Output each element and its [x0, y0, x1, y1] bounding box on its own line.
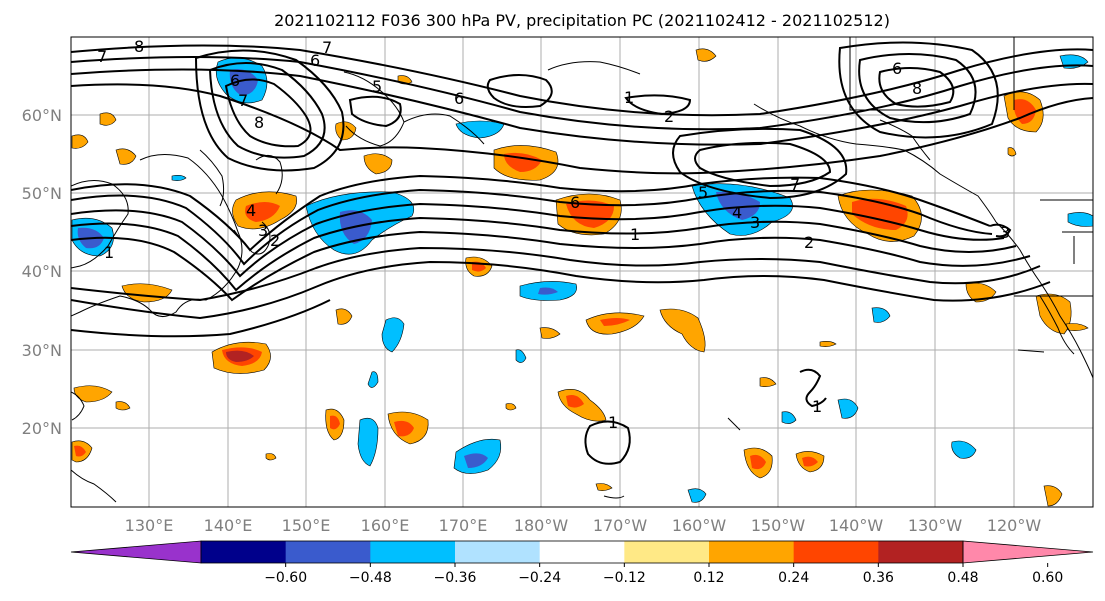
- colorbar-segment: [878, 541, 964, 563]
- longitude-labels: 130°E 140°E 150°E 160°E 170°E 180°W 170°…: [125, 516, 1042, 535]
- contour-label: 4: [732, 203, 742, 222]
- contour-label: 6: [570, 193, 580, 212]
- lon-label: 170°E: [439, 516, 488, 535]
- lon-label: 140°E: [204, 516, 253, 535]
- lat-label: 40°N: [22, 262, 62, 281]
- colorbar-extend-high: [962, 540, 1094, 564]
- colorbar-segment: [793, 541, 879, 563]
- lon-label: 170°W: [593, 516, 648, 535]
- lat-label: 50°N: [22, 184, 62, 203]
- lon-label: 150°W: [751, 516, 806, 535]
- colorbar-segment: [370, 541, 456, 563]
- contour-label: 7: [238, 91, 248, 110]
- contour-label: 1: [608, 413, 618, 432]
- precip-pc-shading: [71, 48, 1093, 507]
- colorbar-segment: [455, 541, 541, 563]
- colorbar-frame: [200, 540, 964, 564]
- colorbar-segment: [709, 541, 795, 563]
- lon-label: 120°W: [987, 516, 1042, 535]
- lon-label: 140°W: [829, 516, 884, 535]
- contour-labels: 7 6 5 6 7 8 6 1 2 6 8 7 8 4 3 2 1 6 5 4: [97, 37, 1010, 432]
- contour-label: 8: [254, 113, 264, 132]
- contour-label: 5: [698, 183, 708, 202]
- colorbar-tick-label: −0.60: [264, 570, 307, 586]
- contour-label: 2: [664, 107, 674, 126]
- contour-label: 1: [812, 397, 822, 416]
- colorbar: −0.60 −0.48 −0.36 −0.24 −0.12 0.12 0.24 0.36 0.4…: [70, 540, 1094, 586]
- contour-label: 5: [372, 77, 382, 96]
- colorbar-segment: [201, 541, 287, 563]
- figure-title: 2021102112 F036 300 hPa PV, precipitatio…: [274, 11, 890, 30]
- lat-label: 20°N: [22, 419, 62, 438]
- pv-contours: [71, 41, 1093, 465]
- contour-label: 3: [750, 213, 760, 232]
- contour-label: 7: [790, 175, 800, 194]
- contour-label: 7: [322, 38, 332, 57]
- contour-label: 3: [258, 221, 268, 240]
- colorbar-segment: [285, 541, 371, 563]
- contour-label: 1: [630, 225, 640, 244]
- colorbar-tick-label: 0.36: [863, 570, 894, 586]
- colorbar-tick-label: −0.12: [603, 570, 646, 586]
- latitude-labels: 60°N 50°N 40°N 30°N 20°N: [22, 106, 62, 438]
- contour-label: 6: [310, 51, 320, 70]
- colorbar-tick-label: 0.48: [947, 570, 978, 586]
- contour-label: 3: [1000, 223, 1010, 242]
- lat-label: 30°N: [22, 341, 62, 360]
- contour-label: 2: [270, 231, 280, 250]
- contour-label: 1: [624, 88, 634, 107]
- lon-label: 160°E: [361, 516, 410, 535]
- contour-label: 4: [246, 201, 256, 220]
- lon-label: 160°W: [672, 516, 727, 535]
- colorbar-segment: [539, 541, 625, 563]
- lon-label: 150°E: [282, 516, 331, 535]
- contour-label: 6: [454, 89, 464, 108]
- coastlines: [71, 37, 1093, 503]
- contour-label: 2: [804, 233, 814, 252]
- colorbar-tick-label: −0.36: [434, 570, 477, 586]
- contour-label: 8: [912, 79, 922, 98]
- contour-label: 7: [97, 47, 107, 66]
- lon-label: 180°W: [514, 516, 569, 535]
- colorbar-tick-label: −0.24: [518, 570, 561, 586]
- colorbar-tick-label: 0.24: [778, 570, 809, 586]
- lon-label: 130°E: [125, 516, 174, 535]
- colorbar-tick-label: −0.48: [349, 570, 392, 586]
- colorbar-segment: [624, 541, 710, 563]
- map-background: [71, 37, 1093, 507]
- lon-label: 130°W: [908, 516, 963, 535]
- lat-label: 60°N: [22, 106, 62, 125]
- contour-label: 6: [892, 59, 902, 78]
- contour-label: 1: [104, 243, 114, 262]
- colorbar-tick-label: 0.12: [693, 570, 724, 586]
- contour-label: 8: [134, 37, 144, 56]
- map-frame: [70, 36, 1094, 508]
- colorbar-extend-low: [70, 540, 202, 564]
- colorbar-tick-label: 0.60: [1032, 570, 1063, 586]
- contour-label: 6: [230, 71, 240, 90]
- map-panel: 7 6 5 6 7 8 6 1 2 6 8 7 8 4 3 2 1 6 5 4: [70, 36, 1094, 508]
